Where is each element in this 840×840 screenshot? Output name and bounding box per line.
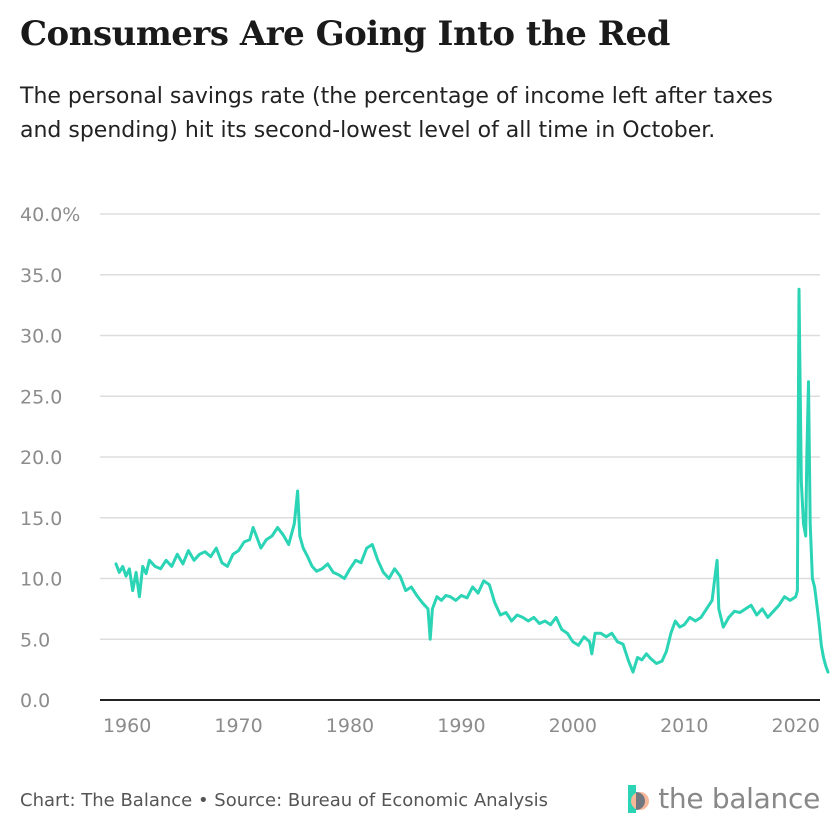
series-layer xyxy=(114,287,830,674)
grid-lines xyxy=(100,213,820,640)
series-line-savings-rate xyxy=(114,287,830,674)
y-tick-label: 5.0 xyxy=(20,629,50,651)
y-tick-label: 25.0 xyxy=(20,386,62,408)
x-tick-label: 1970 xyxy=(214,715,262,737)
y-tick-label: 40.0% xyxy=(20,204,80,226)
y-tick-label: 35.0 xyxy=(20,265,62,287)
x-tick-label: 1960 xyxy=(103,715,151,737)
x-tick-label: 1990 xyxy=(437,715,485,737)
chart-title: Consumers Are Going Into the Red xyxy=(20,14,670,54)
y-tick-label: 30.0 xyxy=(20,326,62,348)
y-tick-label: 0.0 xyxy=(20,690,50,712)
brand-logo[interactable]: the balance xyxy=(626,782,820,815)
y-axis-ticks: 0.0 5.0 10.0 15.0 20.0 25.0 30.0 35.0 40.0% xyxy=(20,204,80,712)
x-tick-label: 1980 xyxy=(326,715,374,737)
x-axis-ticks: 1960 1970 1980 1990 2000 2010 2020 xyxy=(103,715,820,737)
chart-subtitle: The personal savings rate (the percentag… xyxy=(20,84,773,143)
balance-logo-icon xyxy=(628,784,650,813)
source-credit: Chart: The Balance • Source: Bureau of E… xyxy=(20,790,548,811)
y-tick-label: 10.0 xyxy=(20,569,62,591)
y-tick-label: 20.0 xyxy=(20,447,62,469)
x-tick-label: 2020 xyxy=(772,715,820,737)
y-tick-label: 15.0 xyxy=(20,508,62,530)
brand-logo-text: the balance xyxy=(658,782,820,815)
x-tick-label: 2000 xyxy=(549,715,597,737)
x-tick-label: 2010 xyxy=(660,715,708,737)
